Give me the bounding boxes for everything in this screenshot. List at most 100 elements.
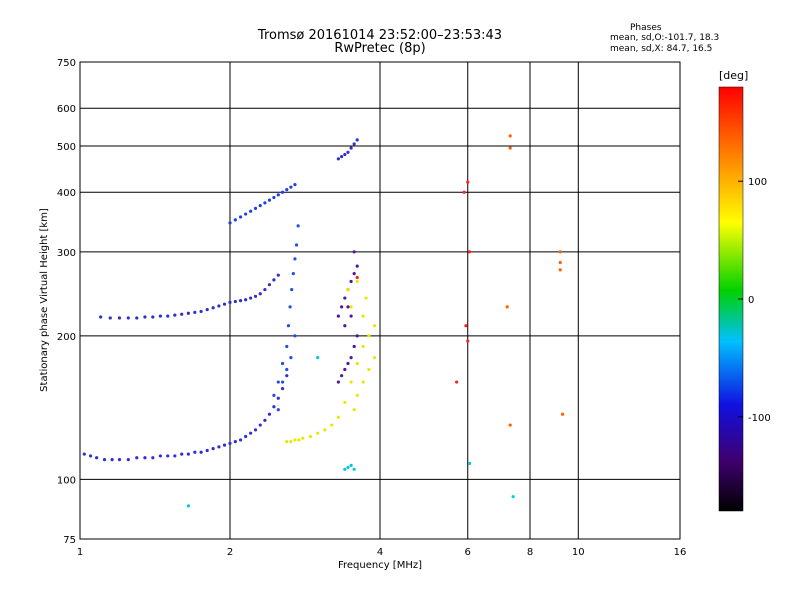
data-point (352, 142, 356, 146)
data-point (361, 344, 365, 349)
data-point (263, 201, 267, 205)
y-tick-label: 300 (57, 248, 76, 259)
data-point (343, 367, 347, 372)
chart-subtitle: RwPretec (8p) (334, 41, 426, 56)
data-point (355, 138, 359, 142)
data-point (280, 190, 285, 194)
plot-grid (79, 61, 681, 540)
plot-frame (79, 61, 681, 540)
data-point (349, 314, 353, 318)
chart-title: Tromsø 20161014 23:52:00–23:53:43 (257, 28, 503, 43)
data-point (355, 275, 359, 280)
y-tick-label: 600 (57, 104, 76, 115)
x-tick-label: 8 (527, 547, 533, 558)
data-point (505, 305, 509, 309)
data-point (280, 380, 285, 384)
data-point (340, 155, 344, 159)
data-point (151, 456, 155, 460)
x-tick-label: 10 (572, 547, 585, 558)
data-point (82, 452, 86, 456)
data-point (346, 305, 350, 309)
data-point (205, 448, 209, 453)
data-point (244, 434, 248, 439)
data-point (508, 146, 512, 150)
data-point (349, 463, 353, 467)
data-point (186, 452, 190, 456)
data-point (340, 305, 344, 309)
y-tick-label: 75 (63, 535, 76, 546)
data-point (267, 283, 272, 287)
data-point (285, 344, 289, 349)
data-point (285, 374, 289, 378)
data-point (88, 454, 93, 458)
data-point (352, 467, 356, 471)
data-point (233, 299, 237, 304)
data-point (286, 324, 291, 328)
data-point (297, 438, 301, 442)
y-tick-label: 750 (57, 58, 76, 69)
data-point (336, 314, 340, 318)
data-point (343, 296, 347, 300)
data-point (288, 305, 292, 309)
data-point (211, 447, 215, 451)
data-point (343, 152, 347, 157)
y-axis-label: Stationary phase Virtual Height [km] (39, 208, 50, 392)
data-point (364, 296, 368, 300)
data-point (217, 445, 221, 449)
data-point (272, 393, 276, 398)
data-point (455, 380, 459, 384)
data-point (508, 423, 512, 427)
data-point (285, 440, 289, 444)
colorbar-tick-label: -100 (748, 413, 771, 424)
data-point (222, 302, 227, 306)
data-point (323, 428, 327, 432)
data-point (293, 438, 297, 442)
data-point (343, 467, 347, 471)
data-point (361, 380, 365, 384)
data-point (290, 287, 294, 292)
data-point (367, 334, 371, 338)
data-point (258, 292, 262, 296)
data-point (293, 182, 297, 187)
data-point (228, 221, 232, 225)
data-point (352, 408, 356, 412)
data-point (355, 393, 359, 398)
data-point (199, 309, 203, 314)
data-point (102, 458, 107, 462)
data-point (199, 450, 203, 454)
data-point (193, 450, 197, 454)
data-point (291, 272, 295, 276)
data-point (467, 461, 472, 466)
data-point (108, 316, 112, 320)
data-point (217, 304, 221, 308)
data-point (560, 412, 565, 416)
data-point (336, 415, 340, 419)
data-points (82, 134, 565, 508)
data-point (166, 314, 170, 318)
data-point (211, 306, 215, 310)
data-point (135, 456, 139, 460)
y-axis-ticks: 75 100 200 300 400 500 600 750 (57, 58, 76, 546)
data-point (272, 405, 276, 409)
data-point (276, 193, 280, 197)
data-point (186, 311, 190, 315)
data-point (289, 356, 293, 360)
data-point (249, 209, 253, 213)
data-point (558, 268, 562, 272)
y-tick-label: 500 (57, 142, 76, 153)
data-point (143, 456, 147, 460)
data-point (267, 412, 272, 416)
data-point (308, 434, 313, 439)
data-point (349, 279, 353, 284)
x-axis-ticks: 1 2 4 6 8 10 16 (77, 547, 687, 558)
data-point (340, 374, 344, 378)
data-point (272, 278, 276, 282)
data-point (285, 367, 289, 372)
y-tick-label: 400 (57, 188, 76, 199)
data-point (289, 185, 293, 189)
data-point (462, 190, 466, 194)
data-point (253, 294, 258, 298)
data-point (276, 408, 280, 412)
data-point (193, 310, 197, 314)
